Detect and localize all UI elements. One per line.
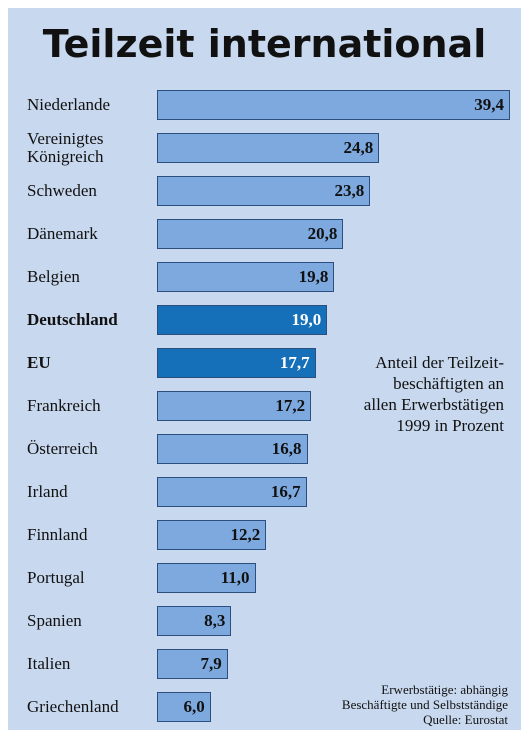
bar	[157, 262, 335, 292]
value-label: 17,7	[279, 353, 310, 372]
value-label: 8,3	[204, 611, 226, 630]
value-label: 24,8	[343, 138, 374, 157]
value-label: 20,8	[307, 224, 338, 243]
category-label: Italien	[27, 654, 71, 673]
bar	[157, 391, 312, 421]
value-label: 12,2	[230, 525, 261, 544]
category-label: Spanien	[27, 611, 82, 630]
category-label: Griechenland	[27, 697, 119, 716]
category-label: Dänemark	[27, 224, 98, 243]
bar	[157, 649, 228, 679]
category-label: Finnland	[27, 525, 88, 544]
bar	[157, 305, 328, 335]
chart-title: Teilzeit international	[42, 22, 487, 66]
category-label: Österreich	[27, 439, 98, 458]
category-label: Deutschland	[27, 310, 118, 329]
category-label: Portugal	[27, 568, 85, 587]
value-label: 23,8	[334, 181, 365, 200]
bar	[157, 133, 380, 163]
category-label: Frankreich	[27, 396, 101, 415]
bar	[157, 477, 307, 507]
bar	[157, 219, 344, 249]
footnote: Erwerbstätige: abhängig Beschäftigte und…	[341, 682, 508, 727]
value-label: 39,4	[474, 95, 505, 114]
value-label: 17,2	[275, 396, 306, 415]
value-label: 16,8	[271, 439, 302, 458]
category-label: Schweden	[27, 181, 97, 200]
bar	[157, 520, 267, 550]
value-label: 6,0	[183, 697, 205, 716]
category-label: Irland	[27, 482, 68, 501]
value-label: 7,9	[200, 654, 222, 673]
bar	[157, 563, 256, 593]
bar	[157, 348, 316, 378]
bar	[157, 434, 308, 464]
bar	[157, 692, 211, 722]
bar	[157, 606, 232, 636]
value-label: 11,0	[220, 568, 250, 587]
value-label: 19,0	[291, 310, 322, 329]
bar	[157, 90, 511, 120]
bar	[157, 176, 371, 206]
category-label: Belgien	[27, 267, 80, 286]
category-label: Vereinigtes Königreich	[27, 129, 104, 166]
category-label: Niederlande	[27, 95, 111, 114]
category-label: EU	[27, 353, 51, 372]
value-label: 16,7	[270, 482, 301, 501]
annotation: Anteil der Teilzeit- beschäftigten an al…	[363, 353, 504, 435]
value-label: 19,8	[298, 267, 329, 286]
